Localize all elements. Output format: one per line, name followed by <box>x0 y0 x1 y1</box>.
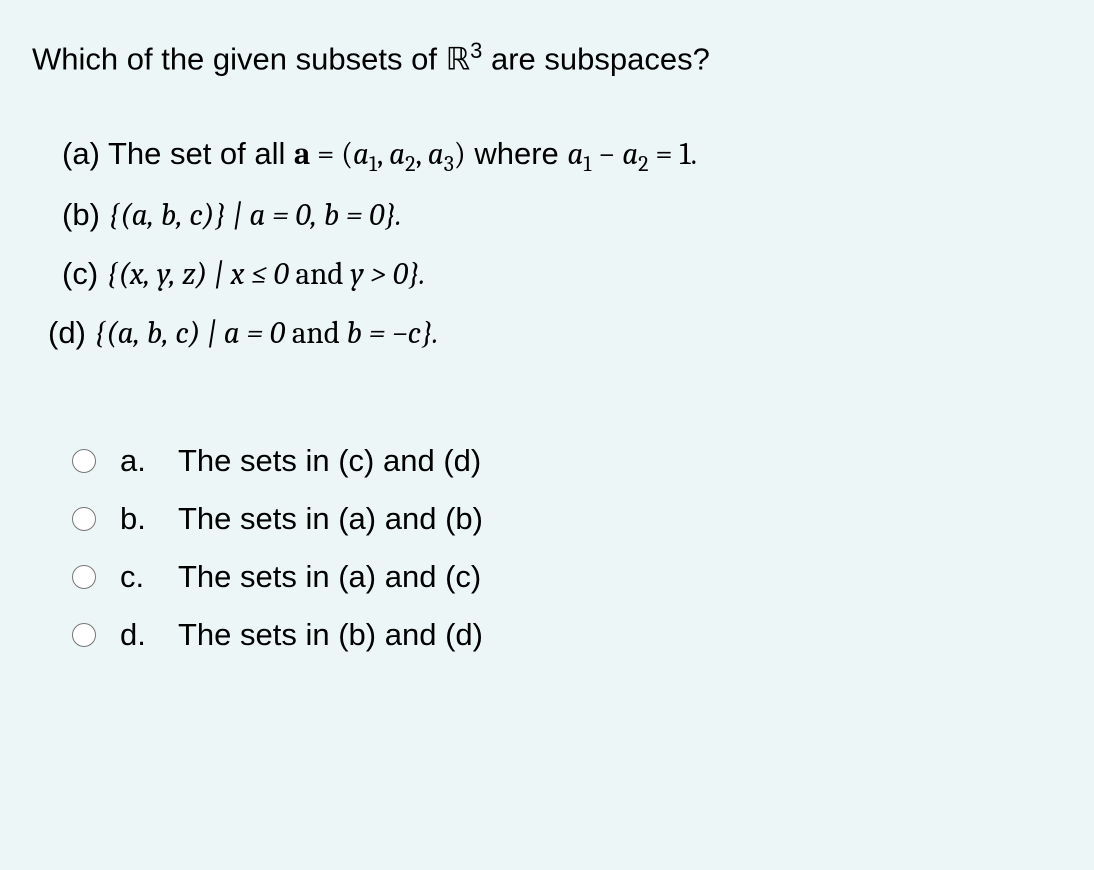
radio-b[interactable] <box>72 507 96 531</box>
option-c-text: The sets in (a) and (c) <box>178 559 481 595</box>
item-a-ca2-sub: 2 <box>638 152 648 178</box>
item-d-set-open: {(a, b, c) | a = 0 <box>95 315 292 351</box>
item-a-lhs: a <box>294 136 310 172</box>
item-a-minus: − <box>591 136 622 172</box>
option-b-letter: b. <box>120 501 154 537</box>
item-a-a3-sub: 3 <box>444 152 454 178</box>
item-b: (b) {(a, b, c)} | a = 0, b = 0}. <box>62 186 1062 245</box>
radio-a[interactable] <box>72 449 96 473</box>
option-b[interactable]: b. The sets in (a) and (b) <box>72 501 1062 537</box>
item-a-where: where <box>466 136 568 171</box>
item-d: (d) {(a, b, c) | a = 0 and b = −c}. <box>48 304 1062 363</box>
item-a-c1: , <box>377 136 389 172</box>
title-prefix: Which of the given subsets of <box>32 41 446 76</box>
item-c-and: and <box>296 256 344 292</box>
item-a-a2-sub: 2 <box>405 152 415 178</box>
item-b-label: (b) <box>62 197 109 232</box>
item-a-tail: = 1. <box>649 136 697 172</box>
option-d-text: The sets in (b) and (d) <box>178 617 483 653</box>
radio-c[interactable] <box>72 565 96 589</box>
item-b-set: {(a, b, c)} | a = 0, b = 0}. <box>109 197 402 233</box>
item-a-label: (a) The set of all <box>62 136 294 171</box>
option-a-letter: a. <box>120 443 154 479</box>
item-a-open: ( <box>341 136 353 172</box>
item-a-a1: a <box>353 136 369 172</box>
item-a-ca1: a <box>567 136 583 172</box>
item-a-a2: a <box>389 136 405 172</box>
option-d[interactable]: d. The sets in (b) and (d) <box>72 617 1062 653</box>
radio-d[interactable] <box>72 623 96 647</box>
item-a-ca2: a <box>622 136 638 172</box>
option-a[interactable]: a. The sets in (c) and (d) <box>72 443 1062 479</box>
item-a-eq: = <box>310 136 341 172</box>
item-c: (c) {(x, y, z) | x ≤ 0 and y > 0}. <box>62 245 1062 304</box>
item-c-set-open: {(x, y, z) | x ≤ 0 <box>107 256 296 292</box>
title-r: ℝ <box>446 41 471 76</box>
item-d-and: and <box>292 315 340 351</box>
title-suffix: are subspaces? <box>482 41 709 76</box>
item-a-close: ) <box>454 136 466 172</box>
item-c-set-close: y > 0}. <box>344 256 426 292</box>
option-a-text: The sets in (c) and (d) <box>178 443 481 479</box>
option-b-text: The sets in (a) and (b) <box>178 501 483 537</box>
option-d-letter: d. <box>120 617 154 653</box>
item-a-a1-sub: 1 <box>369 152 377 178</box>
question-title: Which of the given subsets of ℝ3 are sub… <box>32 38 1062 77</box>
item-d-set-close: b = −c}. <box>340 315 439 351</box>
option-c-letter: c. <box>120 559 154 595</box>
items-block: (a) The set of all a = (a1, a2, a3) wher… <box>32 125 1062 363</box>
options-block: a. The sets in (c) and (d) b. The sets i… <box>32 443 1062 653</box>
item-a-a3: a <box>428 136 444 172</box>
item-c-label: (c) <box>62 256 107 291</box>
option-c[interactable]: c. The sets in (a) and (c) <box>72 559 1062 595</box>
title-exp: 3 <box>470 38 482 63</box>
item-a: (a) The set of all a = (a1, a2, a3) wher… <box>62 125 1062 186</box>
item-a-c2: , <box>416 136 428 172</box>
item-d-label: (d) <box>48 315 95 350</box>
